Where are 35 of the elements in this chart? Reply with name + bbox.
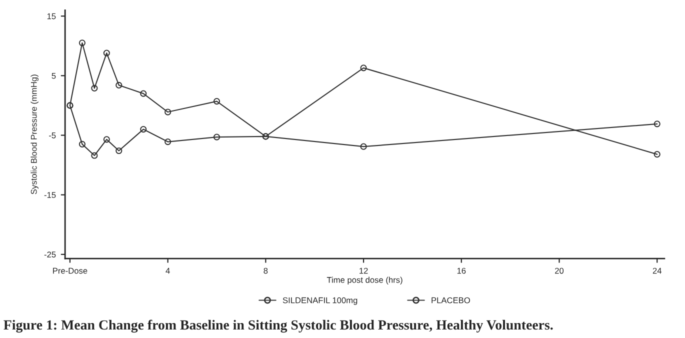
point [654, 120, 660, 128]
point [140, 126, 147, 133]
x-axis-title: Time post dose (hrs) [326, 276, 402, 285]
y-tick-label: 5 [52, 72, 56, 79]
x-tick-label: 12 [360, 268, 368, 274]
legend-label: SILDENAFIL 100mg [282, 297, 358, 305]
caption: Figure 1: Mean Change from Baseline in Sitting Systolic Blood Pressure, Healthy Volunteers. [4, 320, 553, 333]
point [164, 108, 172, 116]
x-tick-label: Pre-Dose [53, 268, 88, 274]
point [91, 152, 98, 159]
point [103, 50, 110, 56]
x-tick-label: 24 [652, 268, 662, 274]
x-tick-label: 8 [264, 268, 268, 274]
point [78, 40, 86, 46]
point [213, 134, 220, 140]
point [164, 138, 172, 146]
point [78, 140, 86, 148]
y-axis-title: Systolic Blood Pressure (mmHg) [30, 74, 38, 194]
x-tick-label: 4 [166, 268, 170, 274]
legend-label: PLACEBO [432, 297, 470, 304]
x-tick-label: 16 [457, 268, 466, 274]
point [140, 90, 147, 97]
x-tick-label: 20 [555, 268, 564, 274]
y-tick-label: 15 [47, 13, 56, 20]
y-tick-label: -15 [44, 192, 56, 198]
point [213, 98, 220, 105]
y-tick-label: -25 [44, 252, 56, 258]
point [360, 143, 367, 150]
y-tick-label: -5 [49, 132, 56, 138]
point [103, 136, 110, 143]
point [360, 64, 367, 72]
point [116, 147, 122, 154]
point [654, 151, 660, 158]
point [116, 82, 122, 89]
point [91, 84, 98, 92]
